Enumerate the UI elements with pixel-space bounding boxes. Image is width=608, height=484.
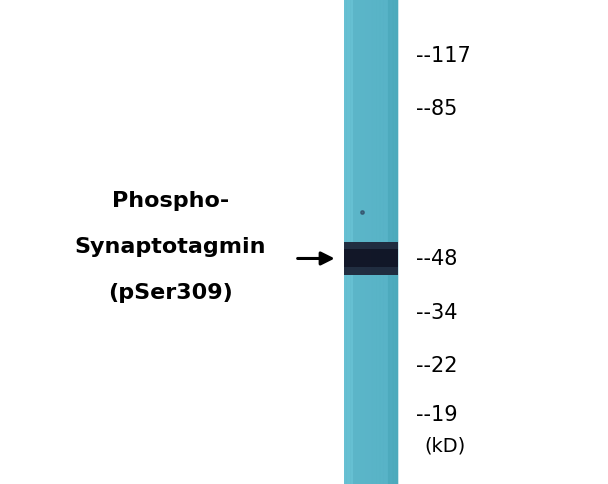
Bar [370,0,371,484]
Text: (pSer309): (pSer309) [108,283,233,303]
Bar [379,0,381,484]
Bar [354,0,356,484]
Bar [362,0,365,484]
Bar [394,0,396,484]
Bar [378,0,379,484]
Bar [389,0,390,484]
Text: Phospho-: Phospho- [112,191,229,211]
Text: Synaptotagmin: Synaptotagmin [75,237,266,257]
Bar [376,0,378,484]
Bar [373,0,376,484]
Bar [367,0,368,484]
Bar [356,0,358,484]
Bar [387,0,389,484]
Bar [390,0,392,484]
Bar [368,0,370,484]
Bar [384,0,387,484]
Bar [351,0,354,484]
Bar [361,0,363,484]
Bar [372,0,374,484]
Bar [360,0,362,484]
Bar [389,0,398,484]
Bar [349,0,351,484]
Bar [397,0,399,484]
Bar [346,0,348,484]
Bar [348,0,350,484]
Text: (kD): (kD) [424,436,466,455]
Text: --117: --117 [416,45,471,66]
Bar [382,0,384,484]
Bar [365,0,367,484]
Bar [345,0,347,484]
Text: --34: --34 [416,302,458,322]
Bar [350,0,352,484]
Text: --22: --22 [416,355,458,376]
Bar [383,0,385,484]
Text: --19: --19 [416,404,458,424]
Text: --48: --48 [416,249,458,269]
Bar [359,0,361,484]
Bar [392,0,393,484]
Bar [375,0,377,484]
Bar [353,0,355,484]
Bar [344,0,353,484]
Bar [344,242,398,275]
Bar [371,0,373,484]
Bar [344,0,398,484]
Bar [344,0,345,484]
Bar [344,249,398,267]
Bar [357,0,359,484]
Text: --85: --85 [416,99,458,119]
Bar [381,0,382,484]
Bar [393,0,395,484]
Bar [386,0,388,484]
Bar [395,0,398,484]
Bar [364,0,366,484]
